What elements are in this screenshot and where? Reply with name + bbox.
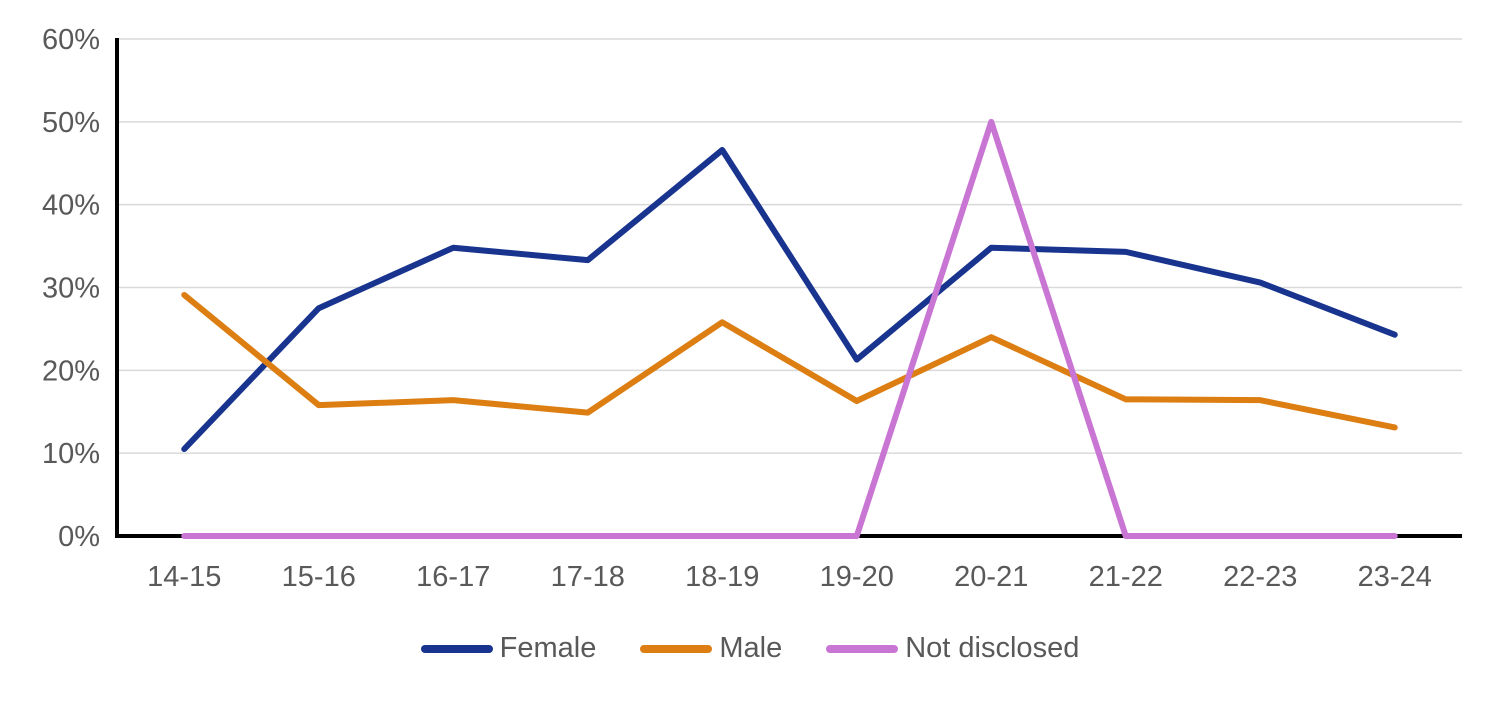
line-chart: 0% 10% 20% 30% 40% 50% 60% 14-15 15-16 16-17 17-18… bbox=[42, 24, 1462, 593]
legend-item-female: Female bbox=[420, 632, 597, 664]
x-axis-category-label: 17-18 bbox=[551, 561, 625, 593]
legend-item-not-disclosed: Not disclosed bbox=[826, 634, 1079, 663]
legend-label: Male bbox=[719, 632, 783, 664]
series-line-female bbox=[181, 146, 1398, 453]
legend-item-male: Male bbox=[640, 634, 782, 663]
legend-label: Not disclosed bbox=[905, 632, 1080, 664]
y-axis-tick-label: 20% bbox=[42, 355, 100, 387]
x-axis-category-label: 16-17 bbox=[416, 561, 490, 593]
x-axis-category-label: 21-22 bbox=[1089, 561, 1163, 593]
legend-line-swatch-icon bbox=[826, 644, 899, 653]
series-line-male bbox=[181, 291, 1398, 431]
legend-label: Female bbox=[499, 632, 597, 664]
x-axis-category-label: 20-21 bbox=[954, 561, 1028, 593]
x-axis-category-label: 23-24 bbox=[1358, 561, 1432, 593]
x-axis-category-label: 22-23 bbox=[1223, 561, 1297, 593]
y-axis-tick-label: 0% bbox=[58, 521, 100, 553]
chart-legend: Female Male Not disclosed bbox=[0, 634, 1500, 663]
y-axis-tick-label: 10% bbox=[42, 438, 100, 470]
y-axis-tick-label: 50% bbox=[42, 107, 100, 139]
legend-line-swatch-icon bbox=[420, 644, 493, 653]
x-axis-category-label: 19-20 bbox=[820, 561, 894, 593]
x-axis-category-label: 18-19 bbox=[685, 561, 759, 593]
x-axis-category-label: 15-16 bbox=[282, 561, 356, 593]
series-line-not-disclosed bbox=[181, 118, 1398, 539]
y-axis-tick-label: 30% bbox=[42, 273, 100, 305]
x-axis-category-label: 14-15 bbox=[147, 561, 221, 593]
legend-line-swatch-icon bbox=[640, 644, 713, 653]
y-axis-tick-label: 40% bbox=[42, 190, 100, 222]
y-axis-tick-label: 60% bbox=[42, 24, 100, 56]
